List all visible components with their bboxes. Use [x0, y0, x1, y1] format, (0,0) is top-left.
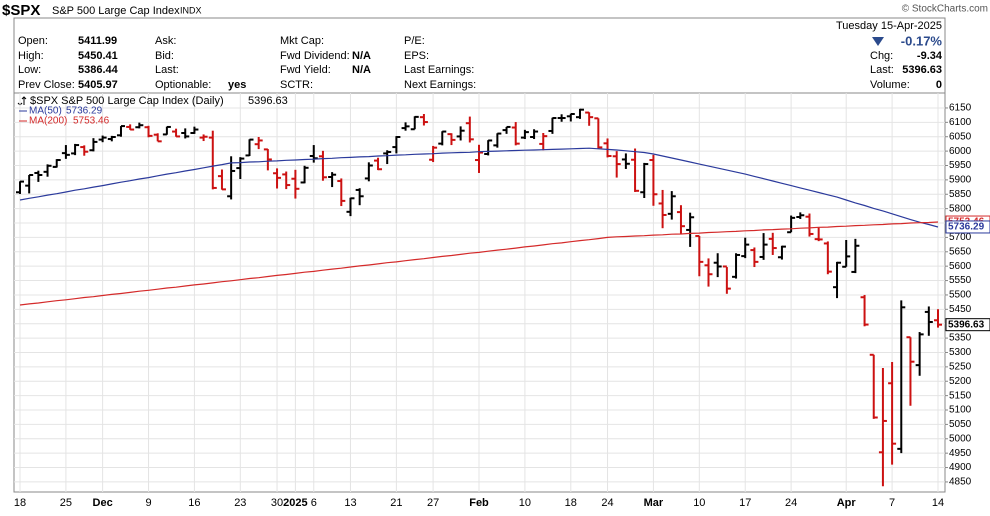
y-tick-label: 5200: [949, 376, 972, 387]
date: Tuesday 15-Apr-2025: [836, 20, 942, 32]
y-tick-label: 5100: [949, 405, 972, 416]
quote-value: 5405.97: [78, 79, 118, 91]
y-tick-label: 4950: [949, 448, 972, 459]
legend-value: 5753.46: [73, 116, 110, 127]
quote-label: EPS:: [404, 50, 429, 62]
change-pct: -0.17%: [901, 33, 943, 48]
x-tick-label: 2025: [283, 497, 307, 509]
quote-label: High:: [18, 50, 44, 62]
x-tick-label: Apr: [837, 497, 857, 509]
x-tick-label: 21: [390, 497, 402, 509]
x-tick-label: 6: [311, 497, 317, 509]
legend-main: $SPX S&P 500 Large Cap Index (Daily): [30, 95, 224, 107]
quote-label: Fwd Dividend:: [280, 50, 350, 62]
y-tick-label: 5950: [949, 160, 972, 171]
moving-average: [19, 221, 939, 306]
x-tick-label: 27: [427, 497, 439, 509]
symbol: $SPX: [2, 2, 40, 19]
exchange: INDX: [180, 5, 202, 15]
quote-value: 5396.63: [902, 64, 942, 76]
y-tick-label: 5150: [949, 390, 972, 401]
quote-label: Last:: [155, 64, 179, 76]
x-tick-label: 10: [519, 497, 531, 509]
quote-label: Bid:: [155, 50, 174, 62]
quote-value: 5450.41: [78, 50, 118, 62]
quote-label: Ask:: [155, 35, 176, 47]
x-tick-label: 14: [932, 497, 944, 509]
x-tick-label: 13: [344, 497, 356, 509]
y-tick-label: 6100: [949, 117, 972, 128]
legend-value: 5736.29: [66, 106, 103, 117]
copyright: © StockCharts.com: [902, 4, 988, 15]
quote-value: yes: [228, 79, 246, 91]
y-tick-label: 6050: [949, 131, 972, 142]
x-tick-label: 30: [271, 497, 283, 509]
y-tick-label: 5650: [949, 246, 972, 257]
y-tick-label: 5450: [949, 304, 972, 315]
quote-label: Open:: [18, 35, 48, 47]
x-tick-label: 17: [739, 497, 751, 509]
quote-value: -9.34: [917, 50, 943, 62]
y-tick-label: 4850: [949, 477, 972, 488]
y-tick-label: 5900: [949, 175, 972, 186]
y-tick-label: 4900: [949, 462, 972, 473]
quote-label: P/E:: [404, 35, 425, 47]
x-tick-label: 18: [565, 497, 577, 509]
y-tick-label: 5800: [949, 203, 972, 214]
x-tick-label: Mar: [644, 497, 664, 509]
quote-value: 5386.44: [78, 64, 119, 76]
x-tick-label: Dec: [93, 497, 113, 509]
y-tick-label: 5300: [949, 347, 972, 358]
y-tick-label: 5250: [949, 362, 972, 373]
y-tick-label: 6150: [949, 103, 972, 114]
down-arrow: [872, 37, 884, 46]
quote-label: Optionable:: [155, 79, 211, 91]
quote-label: Last:: [870, 64, 894, 76]
quote-label: Prev Close:: [18, 79, 75, 91]
quote-label: Fwd Yield:: [280, 64, 331, 76]
x-tick-label: 18: [14, 497, 26, 509]
quote-value: 5411.99: [78, 35, 117, 47]
y-tick-label: 5500: [949, 290, 972, 301]
quote-value: N/A: [352, 50, 371, 62]
quote-label: Mkt Cap:: [280, 35, 324, 47]
value-box-label: 5396.63: [948, 319, 985, 330]
x-tick-label: Feb: [469, 497, 489, 509]
x-tick-label: 24: [601, 497, 613, 509]
value-box: [945, 220, 990, 234]
y-tick-label: 5700: [949, 232, 972, 243]
x-tick-label: 7: [889, 497, 895, 509]
legend-label: MA(200): [29, 116, 67, 127]
quote-value: 0: [936, 79, 942, 91]
index-name: S&P 500 Large Cap Index: [52, 5, 180, 17]
x-tick-label: 24: [785, 497, 797, 509]
y-tick-label: 5550: [949, 275, 972, 286]
value-box-label: 5736.29: [948, 222, 985, 233]
x-tick-label: 10: [693, 497, 705, 509]
y-tick-label: 5050: [949, 419, 972, 430]
x-tick-label: 16: [188, 497, 200, 509]
value-box: [945, 318, 990, 332]
quote-label: Last Earnings:: [404, 64, 474, 76]
y-tick-label: 6000: [949, 146, 972, 157]
y-tick-label: 5600: [949, 261, 972, 272]
y-tick-label: 5850: [949, 189, 972, 200]
quote-label: Low:: [18, 64, 41, 76]
x-tick-label: 9: [145, 497, 151, 509]
x-tick-label: 25: [60, 497, 72, 509]
moving-average: [19, 147, 939, 228]
quote-value: N/A: [352, 64, 371, 76]
y-tick-label: 5350: [949, 333, 972, 344]
quote-label: Volume:: [870, 79, 910, 91]
y-tick-label: 5000: [949, 433, 972, 444]
quote-label: Chg:: [870, 50, 893, 62]
x-tick-label: 23: [234, 497, 246, 509]
legend-label: MA(50): [29, 106, 62, 117]
quote-label: SCTR:: [280, 79, 313, 91]
legend-main-value: 5396.63: [248, 95, 288, 107]
quote-label: Next Earnings:: [404, 79, 476, 91]
